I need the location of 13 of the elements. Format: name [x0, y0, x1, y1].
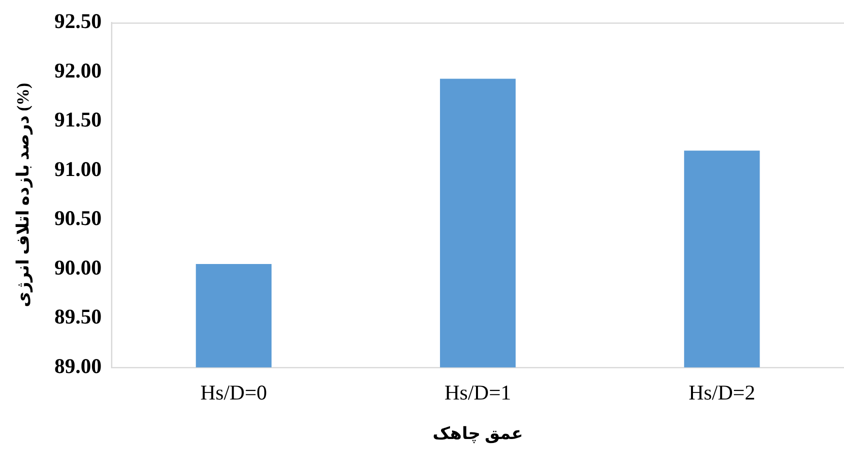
y-tick-label: 90.00 [54, 255, 102, 280]
x-tick-label: Hs/D=1 [444, 380, 512, 405]
y-tick-label: 91.00 [54, 156, 102, 181]
y-axis-title: درصد بازده اتلاف انرژی (%) [14, 82, 34, 308]
x-tick-label: Hs/D=0 [200, 380, 268, 405]
y-tick-label: 89.50 [54, 304, 102, 329]
y-tick-label: 92.00 [54, 58, 102, 82]
x-axis-title: عمق چاهک [432, 424, 524, 444]
y-tick-label: 91.50 [54, 108, 102, 132]
y-tick-label: 90.50 [54, 206, 102, 230]
x-tick-label: Hs/D=2 [688, 380, 756, 405]
y-tick-label: 92.50 [54, 9, 102, 34]
y-tick-label: 89.00 [54, 354, 102, 378]
